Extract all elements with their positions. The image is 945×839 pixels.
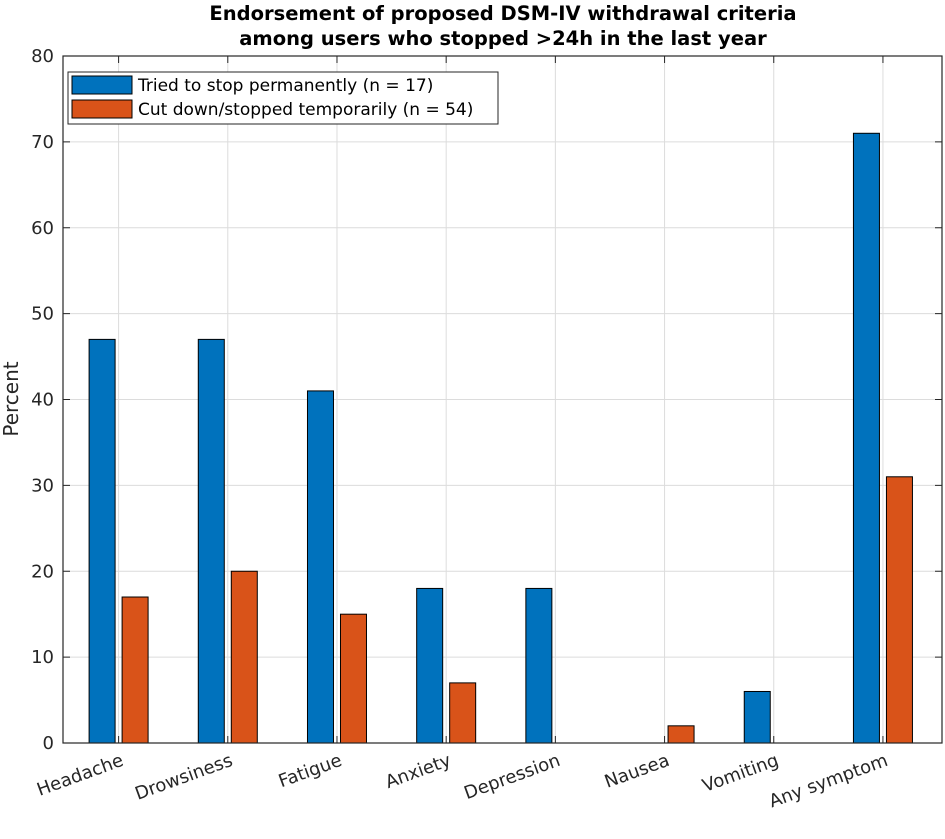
bar-series-1-anxiety [416,587,444,744]
bar-series-1-fatigue [306,390,334,744]
x-tick-label: Drowsiness [132,750,235,805]
y-tick-label: 0 [43,733,54,754]
x-tick-label: Headache [34,750,126,801]
axes [62,55,943,744]
bar-series-1-depression [525,587,553,744]
x-tick-label: Any symptom [766,750,890,812]
legend-swatch-2 [71,99,133,119]
x-tick-label: Vomiting [700,750,782,797]
bar-series-1-drowsiness [197,338,225,744]
y-tick-label: 20 [31,561,54,582]
x-tick-labels: Headache Drowsiness Fatigue Anxiety Depressi… [34,750,891,812]
title-line-2: among users who stopped >24h in the last… [239,27,767,50]
title-line-1: Endorsement of proposed DSM-IV withdrawa… [209,2,796,25]
plot-area-border [62,55,943,744]
bar-series-2-any-symptom [885,476,913,744]
y-tick-label: 10 [31,647,54,668]
bar-series-2-anxiety [449,682,477,744]
chart-title: Endorsement of proposed DSM-IV withdrawa… [209,2,796,50]
y-tick-label: 80 [31,46,54,67]
gridlines [63,55,942,744]
legend-box [67,71,499,125]
bars [88,132,913,744]
bar-series-1-any-symptom [852,132,880,744]
bar-series-2-drowsiness [230,570,258,744]
y-axis-title: Percent [0,361,23,436]
legend-label-2: Cut down/stopped temporarily (n = 54) [138,100,473,120]
legend-swatch-1 [71,75,133,95]
x-tick-label: Anxiety [383,750,455,793]
y-tick-label: 70 [31,132,54,153]
bar-series-2-fatigue [339,613,367,744]
y-tick-label: 30 [31,475,54,496]
legend: Tried to stop permanently (n = 17) Cut do… [67,71,499,125]
bar-series-1-headache [88,338,116,744]
x-tick-label: Fatigue [276,750,345,792]
y-tick-label: 50 [31,304,54,325]
bar-series-1-vomiting [743,690,771,744]
y-tick-label: 60 [31,218,54,239]
legend-label-1: Tried to stop permanently (n = 17) [137,76,433,96]
x-tick-label: Nausea [602,750,673,793]
bar-series-2-headache [121,596,149,744]
x-tick-label: Depression [461,750,563,804]
y-tick-labels: 0 10 20 30 40 50 60 70 80 [31,46,54,754]
bar-series-2-nausea [667,725,695,744]
y-tick-label: 40 [31,390,54,411]
